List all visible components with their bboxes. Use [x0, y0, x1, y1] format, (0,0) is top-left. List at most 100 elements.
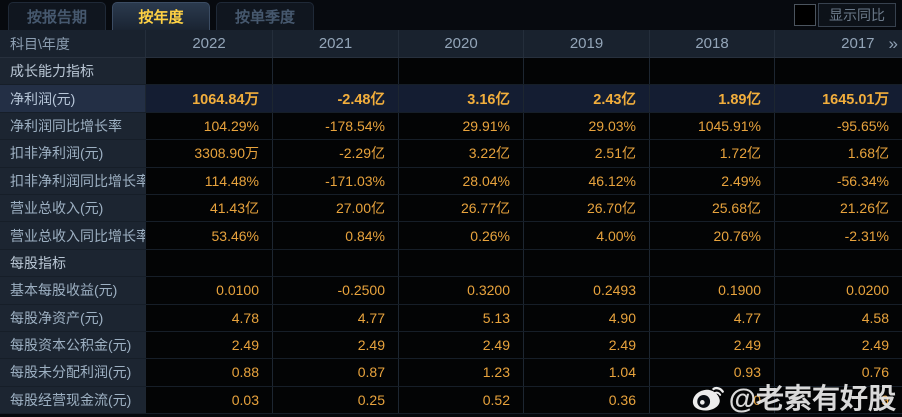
- table-row-deducted-net-profit-yoy[interactable]: 扣非净利润同比增长率 114.48% -171.03% 28.04% 46.12…: [0, 167, 902, 195]
- show-yoy-checkbox[interactable]: [794, 4, 816, 26]
- cell: 2.49: [145, 331, 272, 359]
- cell: 4.90: [523, 304, 649, 331]
- table-row-deducted-net-profit[interactable]: 扣非净利润(元) 3308.90万 -2.29亿 3.22亿 2.51亿 1.7…: [0, 140, 902, 168]
- table-body: 成长能力指标 净利润(元) 1064.84万 -2.48亿 3.16亿 2.43…: [0, 58, 902, 415]
- cell: 0.87: [272, 359, 398, 386]
- cell: -95.65%: [774, 112, 902, 140]
- table-row-basic-eps[interactable]: 基本每股收益(元) 0.0100 -0.2500 0.3200 0.2493 0…: [0, 277, 902, 305]
- row-label: 扣非净利润同比增长率: [0, 167, 145, 194]
- cell: 26.70亿: [523, 194, 649, 222]
- cell: [774, 58, 902, 85]
- table-header: 科目\年度 2022 2021 2020 2019 2018 2017 »: [0, 30, 902, 58]
- cell: 0.1900: [649, 277, 774, 304]
- cell: 20.76%: [649, 222, 774, 249]
- row-label: 扣非净利润(元): [0, 140, 145, 167]
- cell: 5.13: [398, 304, 523, 331]
- cell: 0.76: [774, 359, 902, 386]
- tab-bar: 按报告期 按年度 按单季度 显示同比: [0, 0, 902, 30]
- row-label: 每股净资产(元): [0, 304, 145, 331]
- cell: 1064.84万: [145, 85, 272, 112]
- row-label: 每股资本公积金(元): [0, 331, 145, 359]
- cell: 0.84%: [272, 222, 398, 249]
- tab-by-quarter[interactable]: 按单季度: [216, 2, 314, 30]
- cell: 2.43亿: [523, 85, 649, 112]
- cell: [523, 249, 649, 277]
- row-label: 净利润(元): [0, 85, 145, 112]
- cell: 0.93: [649, 359, 774, 386]
- cell: 4.00%: [523, 222, 649, 249]
- table-row-net-profit-yoy[interactable]: 净利润同比增长率 104.29% -178.54% 29.91% 29.03% …: [0, 112, 902, 141]
- cell: 1.04: [523, 359, 649, 386]
- cell: 0.0100: [145, 277, 272, 304]
- cell: [145, 58, 272, 85]
- show-yoy-label[interactable]: 显示同比: [818, 3, 896, 27]
- cell: [398, 58, 523, 85]
- row-label: 营业总收入(元): [0, 194, 145, 222]
- cell: 4.77: [272, 304, 398, 331]
- cell: 41.43亿: [145, 194, 272, 222]
- cell: -2.48亿: [272, 85, 398, 112]
- cell: -2.31%: [774, 222, 902, 249]
- cell: 0.0200: [774, 277, 902, 304]
- table-row-total-revenue[interactable]: 营业总收入(元) 41.43亿 27.00亿 26.77亿 26.70亿 25.…: [0, 194, 902, 223]
- cell: 2.49%: [649, 167, 774, 194]
- cell: 3.22亿: [398, 140, 523, 167]
- year-header-2017-label: 2017: [841, 35, 875, 52]
- cell: 0.52: [398, 386, 523, 414]
- section-row-growth: 成长能力指标: [0, 58, 902, 86]
- cell: -171.03%: [272, 167, 398, 194]
- year-header-2018[interactable]: 2018: [649, 30, 774, 57]
- cell: 21.26亿: [774, 194, 902, 222]
- cell: -0.2500: [272, 277, 398, 304]
- cell: 53.46%: [145, 222, 272, 249]
- table-row-total-revenue-yoy[interactable]: 营业总收入同比增长率 53.46% 0.84% 0.26% 4.00% 20.7…: [0, 222, 902, 250]
- cell: 0.2493: [523, 277, 649, 304]
- cell: -2.29亿: [272, 140, 398, 167]
- cell: 2.49: [649, 331, 774, 359]
- cell: 46.12%: [523, 167, 649, 194]
- cell: 29.03%: [523, 112, 649, 140]
- cell: [523, 58, 649, 85]
- cell: 0.25: [272, 386, 398, 414]
- tab-by-report-period[interactable]: 按报告期: [8, 2, 106, 30]
- cell: [398, 249, 523, 277]
- table-row-undistributed-profit-per-share[interactable]: 每股未分配利润(元) 0.88 0.87 1.23 1.04 0.93 0.76: [0, 359, 902, 387]
- row-label: 成长能力指标: [0, 58, 145, 85]
- cell: [145, 249, 272, 277]
- row-label: 净利润同比增长率: [0, 112, 145, 140]
- cell: 0.3200: [398, 277, 523, 304]
- cell: 4.77: [649, 304, 774, 331]
- cell: 104.29%: [145, 112, 272, 140]
- cell: 0.26%: [398, 222, 523, 249]
- year-header-2022[interactable]: 2022: [145, 30, 272, 57]
- corner-label: 科目\年度: [10, 35, 70, 52]
- section-row-per-share: 每股指标: [0, 249, 902, 278]
- cell: 1.68亿: [774, 140, 902, 167]
- more-years-icon[interactable]: »: [888, 33, 899, 53]
- cell: 114.48%: [145, 167, 272, 194]
- cell: 2.49: [774, 331, 902, 359]
- table-row-nav-per-share[interactable]: 每股净资产(元) 4.78 4.77 5.13 4.90 4.77 4.58: [0, 304, 902, 332]
- year-header-2021[interactable]: 2021: [272, 30, 398, 57]
- cell: 3308.90万: [145, 140, 272, 167]
- tab-by-year[interactable]: 按年度: [112, 2, 210, 30]
- year-header-2020[interactable]: 2020: [398, 30, 523, 57]
- cell: [649, 249, 774, 277]
- cell: 1645.01万: [774, 85, 902, 112]
- row-label: 基本每股收益(元): [0, 277, 145, 304]
- cell: 3.16亿: [398, 85, 523, 112]
- year-header-2017[interactable]: 2017 »: [774, 30, 902, 57]
- cell: 2.49: [523, 331, 649, 359]
- table-row-capital-reserve-per-share[interactable]: 每股资本公积金(元) 2.49 2.49 2.49 2.49 2.49 2.49: [0, 331, 902, 360]
- cell: -178.54%: [272, 112, 398, 140]
- cell: 0: [649, 386, 774, 414]
- row-label: 每股指标: [0, 249, 145, 277]
- cell: 2.51亿: [523, 140, 649, 167]
- table-row-net-profit[interactable]: 净利润(元) 1064.84万 -2.48亿 3.16亿 2.43亿 1.89亿…: [0, 85, 902, 113]
- year-header-2019[interactable]: 2019: [523, 30, 649, 57]
- cell: 28.04%: [398, 167, 523, 194]
- table-row-operating-cashflow-per-share[interactable]: 每股经营现金流(元) 0.03 0.25 0.52 0.36 0 9: [0, 386, 902, 415]
- cell: 2.49: [398, 331, 523, 359]
- cell: [649, 58, 774, 85]
- cell: 1.23: [398, 359, 523, 386]
